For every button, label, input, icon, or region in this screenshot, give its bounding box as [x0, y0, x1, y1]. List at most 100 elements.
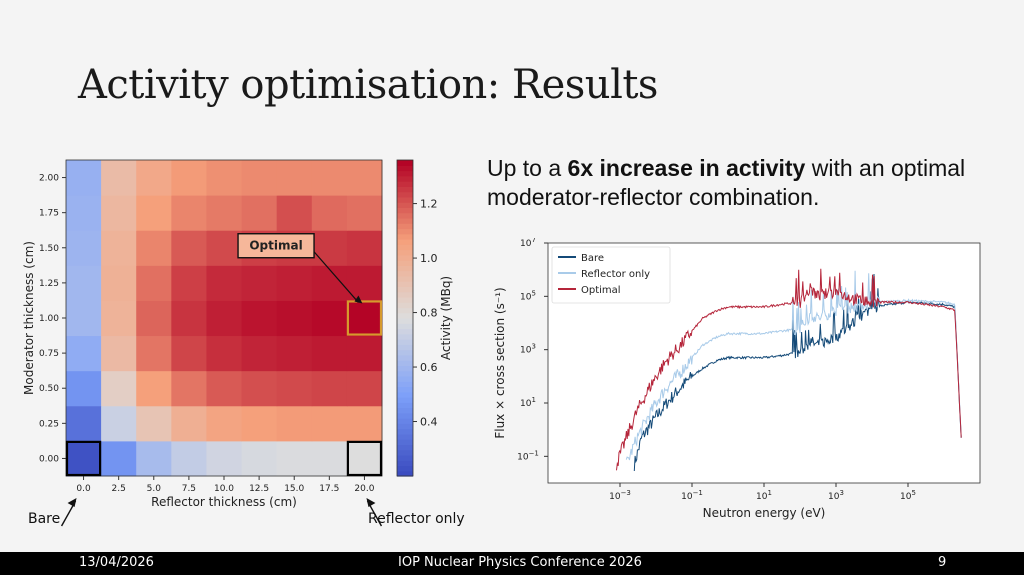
heatmap-cell	[241, 335, 278, 372]
x-tick-label: 10−3	[609, 489, 631, 502]
heatmap-cell	[66, 335, 102, 372]
heatmap-cell	[66, 405, 102, 442]
y-tick-label: 1.00	[39, 314, 59, 324]
heatmap-cell	[276, 370, 313, 407]
heatmap-cell	[346, 265, 383, 301]
colorbar-tick-label: 0.8	[420, 307, 438, 320]
summary-text-pre: Up to a	[487, 155, 568, 181]
colorbar-segment	[397, 165, 413, 172]
heatmap-cell	[101, 230, 137, 266]
heatmap-cell	[66, 370, 102, 407]
y-axis-label: Flux × cross section (s⁻¹)	[493, 287, 507, 438]
colorbar-segment	[397, 244, 413, 251]
y-tick-label: 2.00	[39, 174, 59, 184]
colorbar-segment	[397, 170, 413, 177]
heatmap-cell	[276, 300, 313, 337]
heatmap-cell	[311, 195, 348, 231]
y-tick-label: 10−1	[517, 449, 539, 462]
colorbar-segment	[397, 291, 413, 298]
colorbar-segment	[397, 249, 413, 256]
heatmap-cell	[346, 195, 383, 231]
heatmap-cell	[241, 195, 278, 231]
colorbar-segment	[397, 418, 413, 424]
colorbar-segment	[397, 465, 413, 472]
highlight-box	[346, 300, 383, 336]
footer-date: 13/04/2026	[79, 555, 154, 570]
series-line-optimal	[616, 268, 962, 471]
heatmap-cell	[101, 335, 137, 372]
optimal-arrow	[313, 251, 359, 303]
colorbar-frame	[396, 159, 414, 477]
colorbar-segment	[397, 449, 413, 456]
heatmap-cell	[206, 335, 243, 372]
y-tick-label: 107	[520, 238, 536, 249]
heatmap-cell	[171, 300, 207, 337]
heatmap-cell	[346, 440, 383, 477]
heatmap-cell	[101, 195, 137, 231]
heatmap-cell	[276, 195, 313, 231]
heatmap-chart: 0.0 2.5 5.0 7.5 10.0 12.5 15.0 17.5 20.0 0.00 0.25…	[22, 159, 453, 527]
colorbar-segment	[397, 365, 413, 372]
heatmap-cell	[311, 230, 348, 266]
spectrum-legend: Bare Reflector only Optimal	[551, 246, 671, 304]
heatmap-cell	[241, 405, 278, 442]
heatmap-cell	[171, 370, 207, 407]
heatmap-cell	[346, 300, 383, 337]
colorbar-segment	[397, 323, 413, 330]
colorbar-segment	[397, 439, 413, 445]
colorbar-tick-label: 1.0	[420, 252, 438, 265]
heatmap-cell	[311, 405, 348, 442]
colorbar-segment	[397, 265, 413, 272]
heatmap-cell	[311, 440, 348, 477]
colorbar-segment	[397, 275, 413, 282]
y-tick-label: 0.25	[39, 419, 59, 429]
heatmap-cell	[346, 160, 383, 196]
colorbar-segment	[397, 239, 413, 245]
heatmap-cell	[101, 405, 137, 442]
heatmap-cell	[66, 440, 102, 477]
colorbar-tick-label: 0.4	[420, 416, 438, 429]
heatmap-cell	[241, 440, 278, 477]
colorbar-segment	[397, 228, 413, 235]
x-axis-label: Reflector thickness (cm)	[151, 495, 297, 509]
colorbar-segment	[397, 223, 413, 230]
colorbar-segment	[397, 318, 413, 324]
heatmap-cell	[311, 335, 348, 372]
colorbar-segment	[397, 381, 413, 388]
heatmap-cell	[311, 160, 348, 196]
heatmap-cell	[101, 160, 137, 196]
heatmap-cell	[171, 265, 207, 301]
colorbar-segment	[397, 339, 413, 345]
heatmap-cell	[136, 405, 172, 442]
x-tick-label: 17.5	[319, 484, 339, 494]
heatmap-cell	[136, 230, 172, 266]
colorbar-segment	[397, 281, 413, 287]
colorbar-segment	[397, 433, 413, 440]
heatmap-cell	[101, 265, 137, 301]
colorbar-segment	[397, 312, 413, 319]
summary-text-bold: 6x increase in activity	[567, 155, 806, 181]
heatmap-cell	[171, 160, 207, 196]
colorbar-segment	[397, 196, 413, 203]
heatmap-cell	[136, 265, 172, 301]
colorbar-tick-label: 1.2	[420, 198, 438, 211]
heatmap-cell	[171, 195, 207, 231]
colorbar-segment	[397, 270, 413, 277]
legend-label: Optimal	[581, 285, 621, 296]
x-tick-label: 20.0	[354, 484, 374, 494]
heatmap-cell	[276, 335, 313, 372]
heatmap-cell	[171, 335, 207, 372]
colorbar-segment	[397, 333, 413, 340]
x-tick-label: 10.0	[214, 484, 234, 494]
heatmap-cell	[206, 405, 243, 442]
colorbar-segment	[397, 470, 413, 477]
colorbar-segment	[397, 254, 413, 261]
colorbar-segment	[397, 212, 413, 219]
heatmap-cell	[241, 300, 278, 337]
heatmap-cell	[101, 300, 137, 337]
heatmap-cell	[206, 440, 243, 477]
heatmap-cell	[66, 160, 102, 196]
x-tick-label: 12.5	[249, 484, 269, 494]
optimal-label: Optimal	[249, 239, 302, 253]
summary-text-post: with an optimal moderator-reflector comb…	[487, 155, 966, 210]
